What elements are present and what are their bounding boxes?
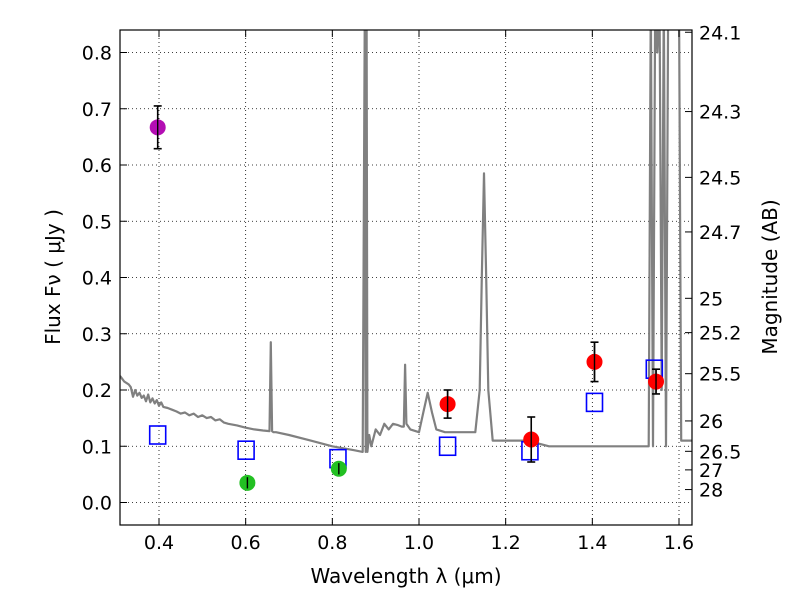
right-tick-label: 24.5 bbox=[699, 167, 741, 189]
x-tick-label: 0.4 bbox=[144, 532, 174, 554]
marker-layer bbox=[148, 105, 665, 491]
y-tick-label: 0.1 bbox=[82, 436, 112, 458]
right-tick-label: 24.1 bbox=[699, 22, 741, 44]
y-axis-title: Flux Fν ( μJy ) bbox=[41, 209, 65, 345]
y-tick-label: 0.8 bbox=[82, 43, 112, 65]
right-tick-label: 26 bbox=[699, 411, 723, 433]
x-tick-label: 1.2 bbox=[491, 532, 521, 554]
x-tick-label: 1.6 bbox=[664, 532, 694, 554]
ticks: 0.4 0.6 0.8 1.0 1.2 1.4 1.6 0.0 0.1 0.2 0.3 0.4 0.5 0… bbox=[82, 22, 742, 554]
model-photometry-square bbox=[237, 440, 255, 460]
right-tick-label: 25.5 bbox=[699, 364, 741, 386]
right-tick-label: 26.5 bbox=[699, 441, 741, 463]
model-photometry-square bbox=[148, 425, 167, 445]
model-photometry-square bbox=[438, 436, 457, 457]
x-tick-label: 1.4 bbox=[577, 532, 607, 554]
y-tick-label: 0.5 bbox=[82, 211, 112, 233]
y-tick-label: 0.6 bbox=[82, 155, 112, 177]
x-tick-label: 0.6 bbox=[231, 532, 261, 554]
y-tick-label: 0.4 bbox=[82, 268, 112, 290]
y-tick-label: 0.0 bbox=[82, 493, 112, 515]
right-tick-label: 25 bbox=[699, 288, 723, 310]
right-tick-label: 28 bbox=[699, 480, 723, 502]
x-tick-label: 1.0 bbox=[404, 532, 434, 554]
right-tick-label: 24.3 bbox=[699, 102, 741, 124]
data-layer bbox=[120, 30, 692, 453]
x-tick-label: 0.8 bbox=[317, 532, 347, 554]
grid bbox=[120, 30, 692, 525]
x-axis-title: Wavelength λ (μm) bbox=[310, 564, 501, 588]
right-tick-label: 27 bbox=[699, 460, 723, 482]
y-tick-label: 0.3 bbox=[82, 324, 112, 346]
spectrum-line bbox=[120, 30, 692, 453]
y-tick-label: 0.7 bbox=[82, 99, 112, 121]
model-photometry-square bbox=[585, 392, 604, 413]
right-axis-title: Magnitude (AB) bbox=[758, 199, 782, 354]
plot-background bbox=[120, 30, 692, 525]
y-tick-label: 0.2 bbox=[82, 380, 112, 402]
right-tick-label: 24.7 bbox=[699, 222, 741, 244]
right-tick-label: 25.2 bbox=[699, 323, 741, 345]
